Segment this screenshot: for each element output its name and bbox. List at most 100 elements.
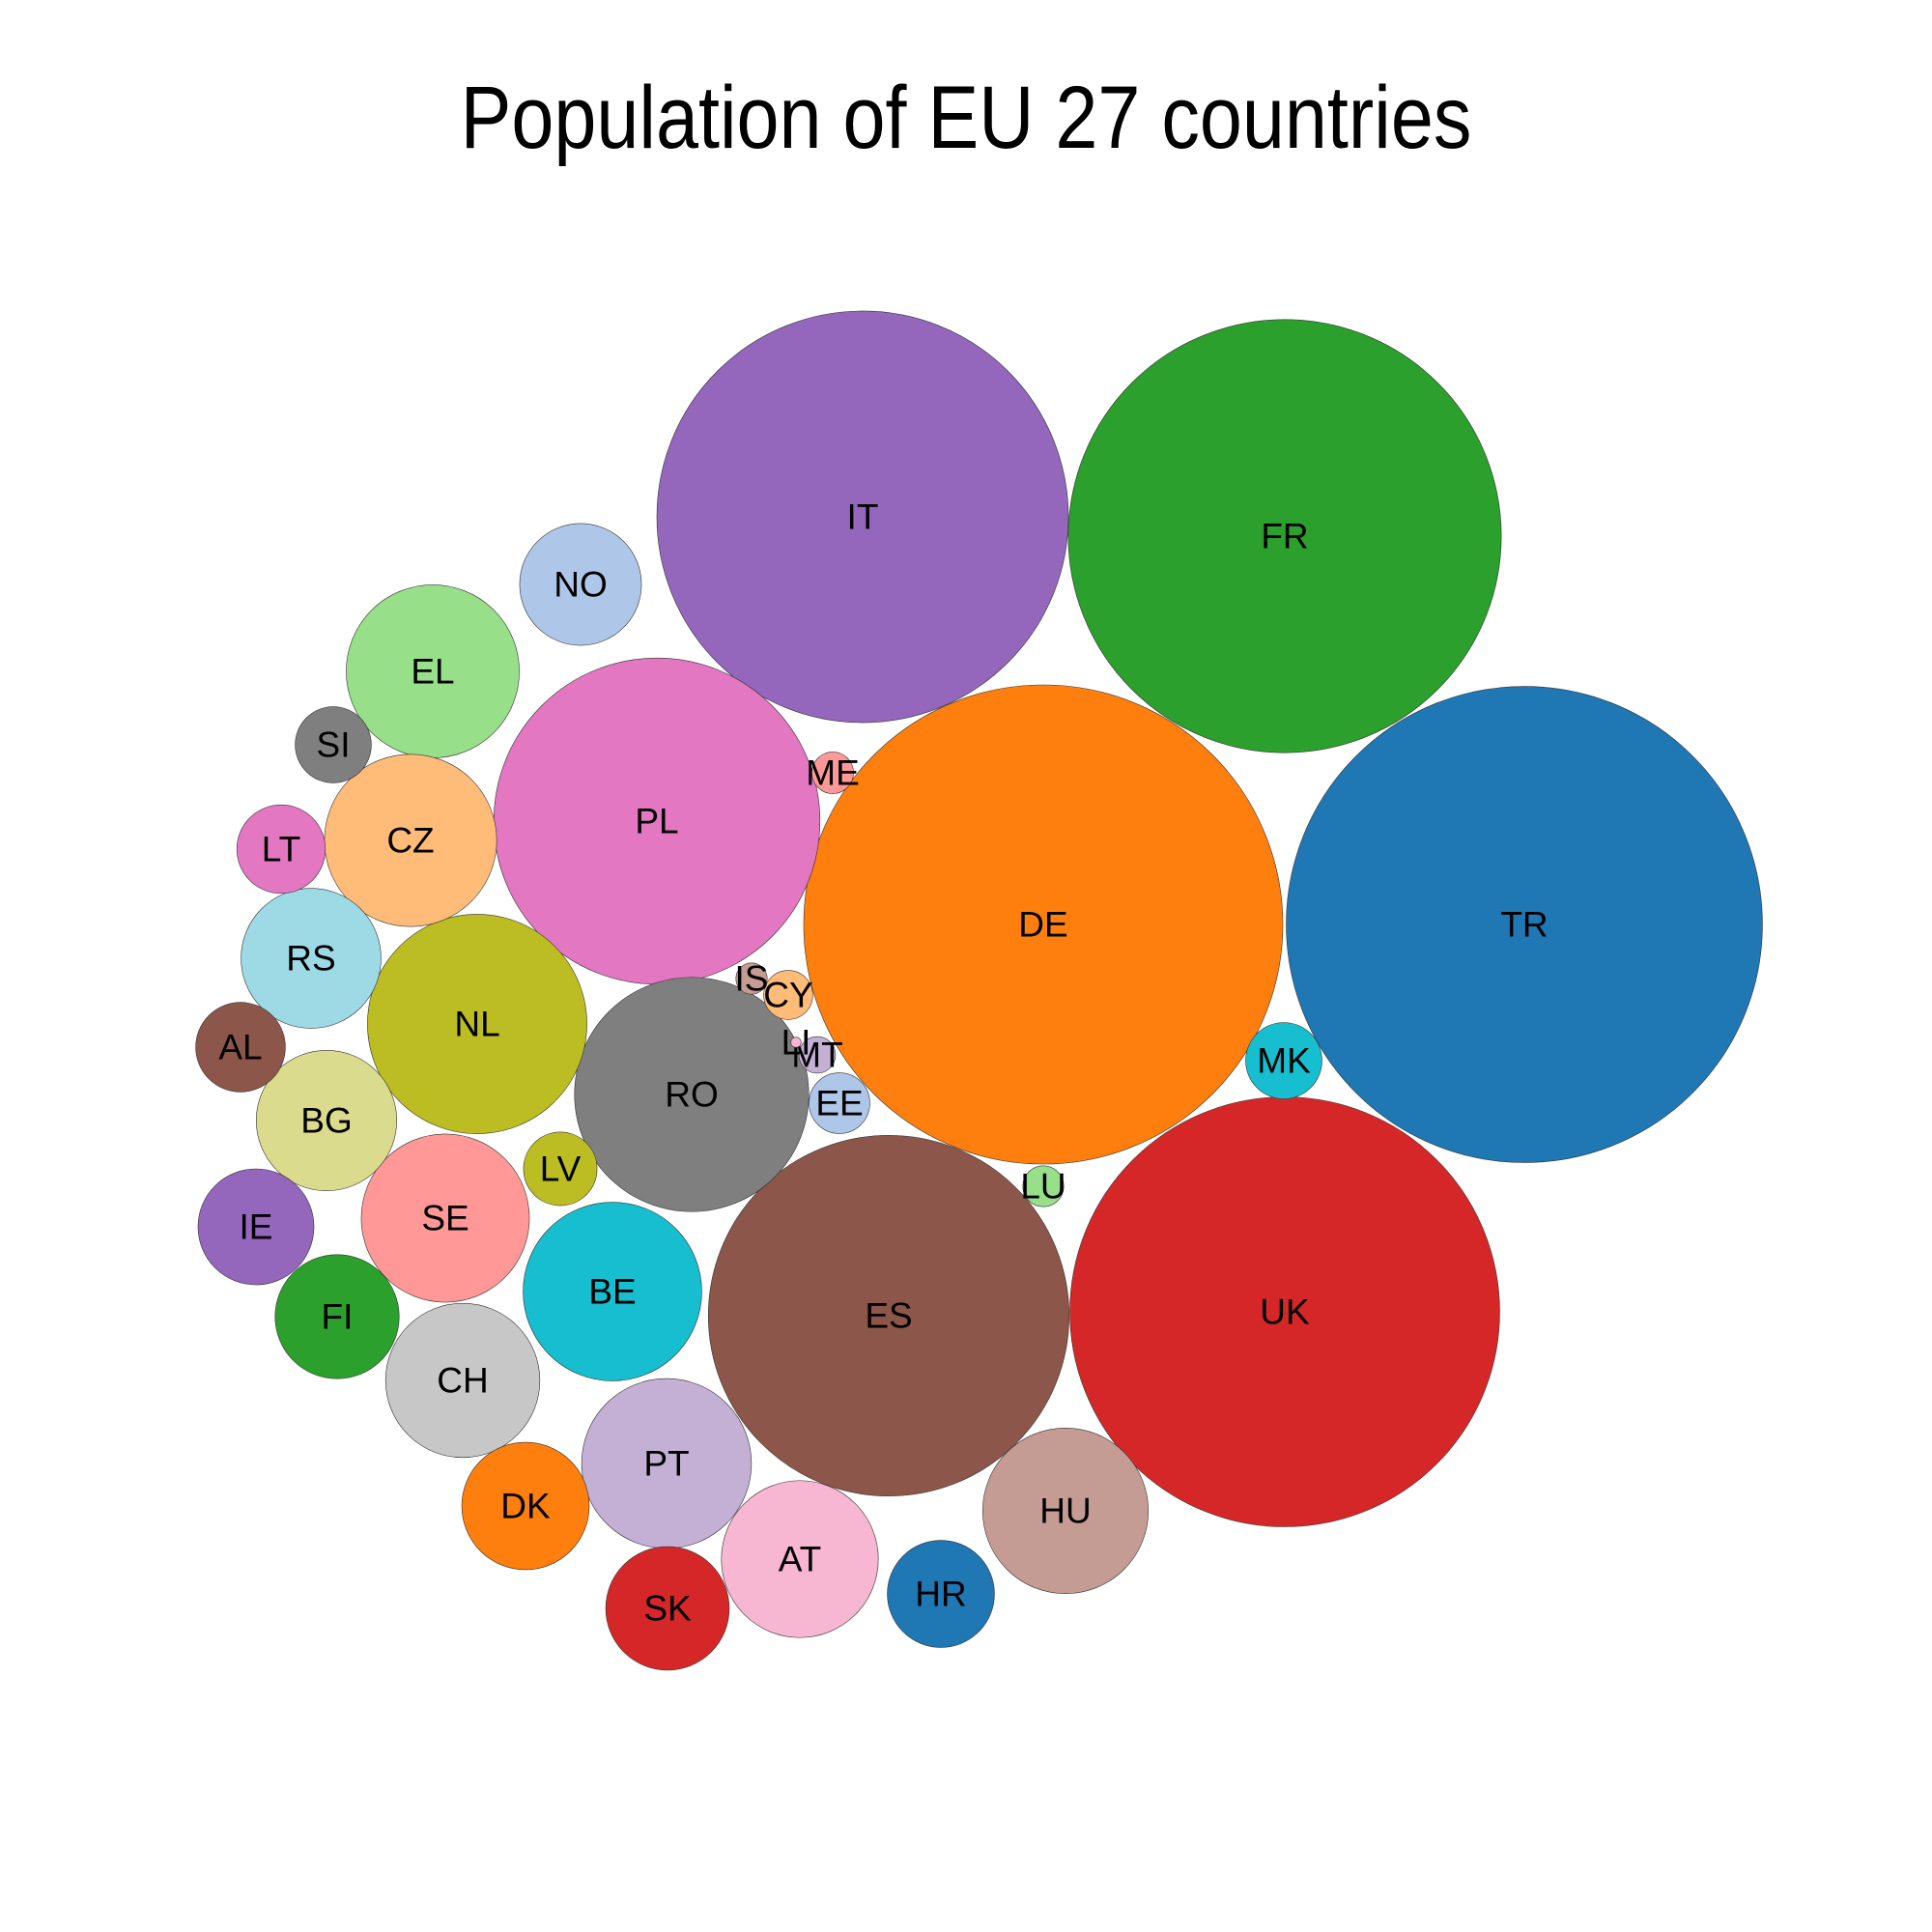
bubble-circle-hu (981, 1427, 1150, 1595)
bubble-label-de: DE (1018, 905, 1067, 945)
bubble-fr: FR (1067, 319, 1502, 753)
bubble-label-li: LI (781, 1023, 811, 1063)
bubble-circle-cy (763, 970, 813, 1020)
bubble-circle-ie (197, 1168, 315, 1286)
bubble-circle-mk (1245, 1022, 1322, 1099)
bubble-label-tr: TR (1500, 905, 1548, 945)
bubble-label-lu: LU (1020, 1167, 1065, 1207)
bubble-circle-be (523, 1202, 702, 1381)
bubble-circle-sk (605, 1546, 730, 1671)
bubble-circle-es (707, 1134, 1070, 1497)
bubble-sk: SK (605, 1546, 730, 1671)
bubble-lv: LV (523, 1131, 598, 1207)
bubble-es: ES (707, 1134, 1070, 1497)
bubble-circle-me (811, 752, 854, 794)
bubble-hr: HR (887, 1540, 995, 1648)
bubble-label-ie: IE (240, 1208, 273, 1247)
bubble-label-pl: PL (635, 802, 678, 841)
bubble-tr: TR (1286, 686, 1763, 1163)
bubble-pt: PT (581, 1378, 753, 1549)
bubble-label-sk: SK (643, 1589, 692, 1629)
bubble-circle-hr (887, 1540, 995, 1648)
bubble-label-ee: EE (815, 1084, 863, 1123)
bubble-mk: MK (1245, 1022, 1322, 1099)
bubble-circle-tr (1286, 686, 1763, 1163)
bubble-label-cz: CZ (386, 821, 434, 861)
bubble-circle-no (519, 523, 642, 646)
bubble-circle-se (360, 1133, 530, 1303)
bubble-hu: HU (981, 1427, 1150, 1595)
bubble-circle-lv (523, 1131, 598, 1207)
bubble-label-uk: UK (1260, 1293, 1310, 1332)
bubble-label-mk: MK (1257, 1041, 1311, 1081)
bubble-de: DE (803, 684, 1284, 1165)
bubble-no: NO (519, 523, 642, 646)
bubble-se: SE (360, 1133, 530, 1303)
bubble-si: SI (295, 706, 372, 783)
bubble-circle-is (735, 962, 768, 995)
bubble-label-be: BE (588, 1272, 636, 1312)
bubble-lt: LT (236, 804, 327, 895)
bubble-be: BE (523, 1202, 702, 1381)
bubble-pl: PL (493, 657, 821, 985)
bubble-circle-mt (798, 1036, 837, 1074)
bubble-label-me: ME (806, 753, 860, 793)
bubble-ie: IE (197, 1168, 315, 1286)
bubble-label-pt: PT (643, 1444, 689, 1484)
bubble-circle-ee (809, 1072, 870, 1134)
bubble-circle-lt (236, 804, 327, 895)
bubble-al: AL (195, 1002, 286, 1093)
bubble-label-ro: RO (665, 1075, 719, 1115)
bubble-at: AT (721, 1480, 879, 1638)
bubble-ro: RO (574, 977, 810, 1212)
bubble-circle-it (656, 310, 1069, 724)
bubble-lu: LU (1020, 1165, 1066, 1208)
bubble-cy: CY (763, 970, 813, 1020)
bubble-label-fi: FI (322, 1297, 354, 1337)
bubble-dk: DK (461, 1441, 590, 1571)
bubble-rs: RS (241, 888, 382, 1029)
bubble-li: LI (781, 1023, 811, 1063)
bubble-me: ME (806, 752, 860, 794)
bubble-bg: BG (255, 1049, 398, 1192)
chart-title: Population of EU 27 countries (460, 69, 1472, 167)
bubble-label-ch: CH (437, 1361, 488, 1401)
bubble-it: IT (656, 310, 1069, 724)
bubble-circle-fr (1067, 319, 1502, 753)
bubble-circle-li (790, 1037, 802, 1048)
bubble-circle-at (721, 1480, 879, 1638)
bubble-fi: FI (274, 1254, 400, 1379)
bubble-label-fr: FR (1261, 517, 1308, 556)
bubble-label-se: SE (421, 1199, 469, 1238)
bubble-label-at: AT (779, 1540, 822, 1579)
bubble-el: EL (346, 584, 520, 758)
bubble-label-bg: BG (300, 1101, 352, 1141)
bubble-circle-bg (255, 1049, 398, 1192)
bubble-circle-de (803, 684, 1284, 1165)
bubble-label-cy: CY (763, 976, 812, 1015)
bubble-circle-ro (574, 977, 810, 1212)
bubble-circle-fi (274, 1254, 400, 1379)
bubble-label-lv: LV (540, 1150, 582, 1189)
bubble-label-al: AL (218, 1028, 262, 1067)
bubble-label-el: EL (411, 652, 454, 692)
bubble-label-lt: LT (262, 830, 300, 869)
bubble-label-it: IT (847, 497, 879, 537)
bubble-label-hr: HR (915, 1575, 966, 1614)
bubble-label-rs: RS (286, 939, 335, 979)
bubble-label-no: NO (554, 565, 608, 605)
bubble-is: IS (735, 959, 769, 999)
bubble-label-nl: NL (454, 1005, 499, 1044)
bubble-label-es: ES (865, 1296, 912, 1336)
bubble-ch: CH (384, 1302, 541, 1459)
bubble-label-dk: DK (500, 1487, 551, 1526)
bubble-circle-al (195, 1002, 286, 1093)
bubble-circle-rs (241, 888, 382, 1029)
bubble-nl: NL (367, 914, 587, 1134)
bubble-label-si: SI (317, 725, 351, 765)
bubble-uk: UK (1069, 1096, 1500, 1527)
bubble-circle-dk (461, 1441, 590, 1571)
bubble-circle-si (295, 706, 372, 783)
bubble-layer: DE TR FR UK IT ES PL RO NL BE EL CZ PT SE HU AT CH BG RS DK… (195, 310, 1763, 1671)
